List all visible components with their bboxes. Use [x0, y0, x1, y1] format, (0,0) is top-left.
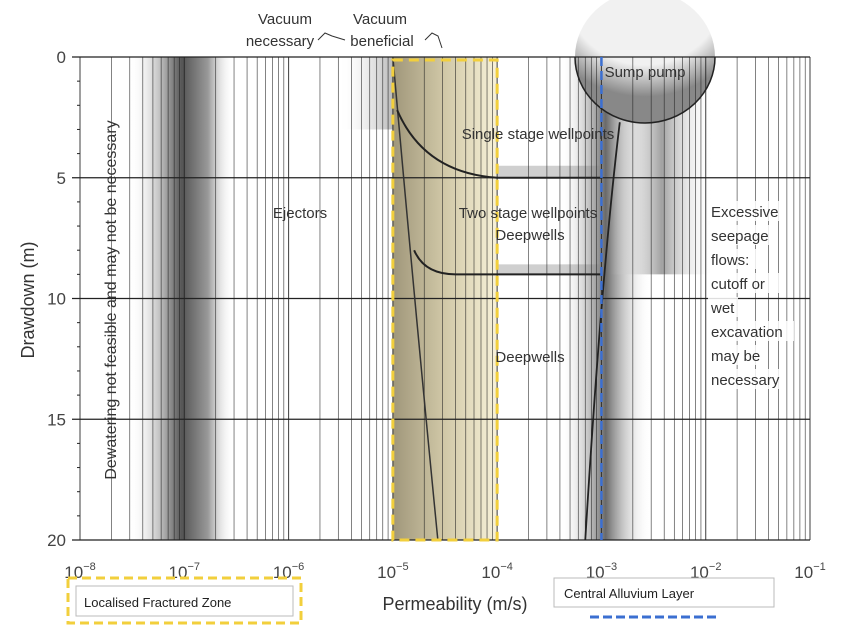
x-tick-base: 10	[377, 563, 396, 582]
x-tick-base: 10	[586, 563, 605, 582]
vacuum-necessary-arrow	[317, 32, 346, 41]
legend-alluvium-label: Central Alluvium Layer	[564, 586, 695, 601]
label-background	[708, 297, 738, 317]
legend-fractured-zone-box	[75, 585, 294, 617]
x-tick-exponent: −5	[396, 561, 409, 573]
y-tick-label: 20	[47, 531, 66, 550]
x-tick-exponent: −7	[187, 561, 200, 573]
boundary-curves	[317, 32, 716, 542]
label-deepwells-lower: Deepwells	[495, 349, 564, 366]
legend-fractured-zone: Localised Fractured Zone	[66, 576, 303, 625]
legend-alluvium-layer: Central Alluvium Layer	[553, 577, 775, 619]
label-background	[708, 369, 786, 389]
label-vacuum-necessary-2: necessary	[246, 33, 315, 50]
label-vacuum-necessary-1: Vacuum	[258, 11, 312, 28]
x-tick-base: 10	[794, 563, 813, 582]
shaded-regions	[129, 0, 715, 540]
region-labels: Vacuum necessary Vacuum beneficial Sump …	[18, 11, 794, 614]
x-tick-exponent: −8	[83, 561, 96, 573]
x-tick-label: 10−5	[377, 561, 408, 582]
label-background	[708, 345, 762, 365]
y-axis-label: Drawdown (m)	[18, 241, 38, 358]
legend-alluvium-box	[553, 577, 775, 608]
label-not-feasible: Dewatering not feasible and may not be n…	[103, 120, 120, 479]
label-two-stage: Two stage wellpoints	[459, 205, 597, 222]
x-tick-base: 10	[481, 563, 500, 582]
label-excessive-line: necessary	[711, 372, 780, 389]
vacuum-beneficial-arrow	[424, 32, 443, 49]
x-tick-exponent: −2	[709, 561, 722, 573]
two-stage-boundary	[413, 249, 602, 276]
legend-fractured-zone-label: Localised Fractured Zone	[84, 595, 231, 610]
y-tick-label: 10	[47, 290, 66, 309]
label-sump-pump: Sump pump	[605, 64, 686, 81]
label-background	[708, 273, 786, 293]
label-excessive-line: cutoff or	[711, 276, 765, 293]
x-tick-label: 10−2	[690, 561, 721, 582]
vacuum-band	[338, 57, 393, 130]
x-tick-base: 10	[690, 563, 709, 582]
y-tick-label: 5	[57, 169, 66, 188]
label-excessive-line: excavation	[711, 324, 783, 341]
x-tick-exponent: −3	[605, 561, 618, 573]
single-stage-boundary	[396, 109, 602, 179]
label-excessive-line: flows:	[711, 252, 749, 269]
x-tick-exponent: −4	[500, 561, 513, 573]
label-vacuum-beneficial-2: beneficial	[350, 33, 413, 50]
label-vacuum-beneficial-1: Vacuum	[353, 11, 407, 28]
label-background	[708, 201, 786, 221]
legend-yellow-dashed-box	[66, 576, 303, 625]
sump-pump-region	[575, 0, 715, 123]
label-excessive-line: may be	[711, 348, 760, 365]
label-excessive-seepage: Excessive seepage flows: cutoff or wet excava…	[708, 201, 794, 389]
two-stage-shadow	[497, 264, 602, 275]
y-tick-label: 0	[57, 48, 66, 67]
x-tick-label: 10−6	[273, 561, 304, 582]
y-tick-label: 15	[47, 410, 66, 429]
x-tick-exponent: −6	[292, 561, 305, 573]
label-excessive-line: wet	[710, 300, 735, 317]
label-ejectors: Ejectors	[273, 205, 327, 222]
single-stage-shadow	[497, 165, 602, 178]
sump-pump-boundary	[574, 56, 716, 124]
fractured-zone-box	[391, 58, 499, 542]
ejector-wellpoint-boundary	[392, 56, 439, 541]
label-single-stage: Single stage wellpoints	[462, 126, 615, 143]
label-not-feasible-text: Dewatering not feasible and may not be n…	[103, 120, 120, 479]
x-tick-base: 10	[273, 563, 292, 582]
label-background	[708, 249, 762, 269]
x-tick-label: 10−4	[481, 561, 512, 582]
label-deepwells-upper: Deepwells	[495, 227, 564, 244]
x-tick-label: 10−1	[794, 561, 825, 582]
label-excessive-line: Excessive	[711, 204, 779, 221]
x-tick-exponent: −1	[813, 561, 826, 573]
label-background	[708, 225, 770, 245]
x-tick-label: 10−3	[586, 561, 617, 582]
label-excessive-line: seepage	[711, 228, 769, 245]
x-axis-label: Permeability (m/s)	[382, 594, 527, 614]
label-background	[708, 321, 794, 341]
